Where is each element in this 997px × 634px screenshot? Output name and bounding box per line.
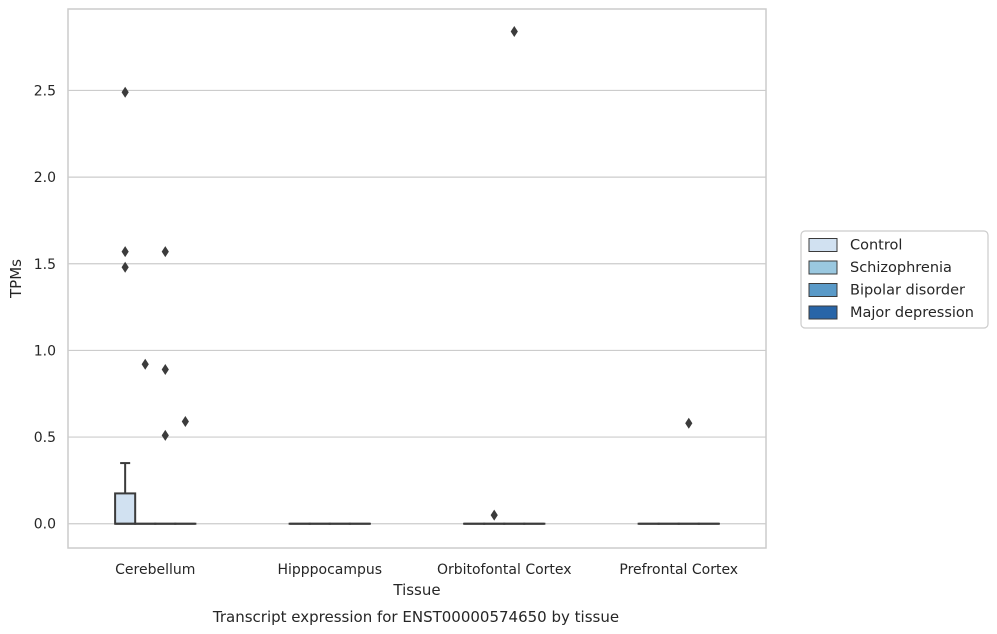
legend-label: Control xyxy=(850,238,902,254)
legend-label: Major depression xyxy=(850,305,974,321)
y-axis-label: TPMs xyxy=(7,259,25,299)
x-tick-label: Cerebellum xyxy=(115,562,195,578)
outlier-point xyxy=(161,429,169,441)
outlier-point xyxy=(181,415,189,427)
outlier-point xyxy=(121,246,129,258)
legend: Control Schizophrenia Bipolar disorder Majo… xyxy=(800,230,989,329)
plot-frame xyxy=(67,8,767,549)
box-body xyxy=(114,492,137,525)
legend-box xyxy=(800,230,989,329)
outlier-point xyxy=(141,358,149,370)
outlier-point xyxy=(161,363,169,375)
box-group xyxy=(154,246,177,525)
y-tick-label: 2.0 xyxy=(34,170,56,186)
outlier-point xyxy=(121,86,129,98)
box-group xyxy=(174,415,197,525)
legend-swatch xyxy=(808,238,838,252)
y-tick-label: 0.5 xyxy=(34,430,56,446)
x-axis-label: Tissue xyxy=(392,581,440,599)
y-tick-label: 1.5 xyxy=(34,257,56,273)
data-layer xyxy=(114,26,720,525)
outlier-point xyxy=(685,417,693,429)
chart-caption: Transcript expression for ENST0000057465… xyxy=(212,608,619,626)
tick-layer: 0.0 0.5 1.0 1.5 2.0 2.5 Cerebellum Hipppocampus… xyxy=(34,83,738,578)
outlier-point xyxy=(121,261,129,273)
legend-swatch xyxy=(808,305,838,320)
outlier-point xyxy=(510,26,518,38)
x-tick-label: Hipppocampus xyxy=(277,562,382,578)
legend-label: Schizophrenia xyxy=(850,260,952,276)
outlier-point xyxy=(161,246,169,258)
box-group xyxy=(503,26,526,525)
x-tick-label: Prefrontal Cortex xyxy=(619,562,738,578)
y-tick-label: 1.0 xyxy=(34,343,56,359)
box-group xyxy=(134,358,157,525)
box-group xyxy=(114,86,137,525)
y-tick-label: 0.0 xyxy=(34,517,56,533)
legend-swatch xyxy=(808,260,838,275)
outlier-point xyxy=(490,509,498,521)
legend-swatch xyxy=(808,283,838,297)
x-tick-label: Orbitofontal Cortex xyxy=(437,562,572,578)
y-tick-label: 2.5 xyxy=(34,83,56,99)
box-group xyxy=(677,417,700,525)
legend-label: Bipolar disorder xyxy=(850,283,965,299)
grid-layer xyxy=(68,89,766,525)
box-group xyxy=(483,509,506,525)
